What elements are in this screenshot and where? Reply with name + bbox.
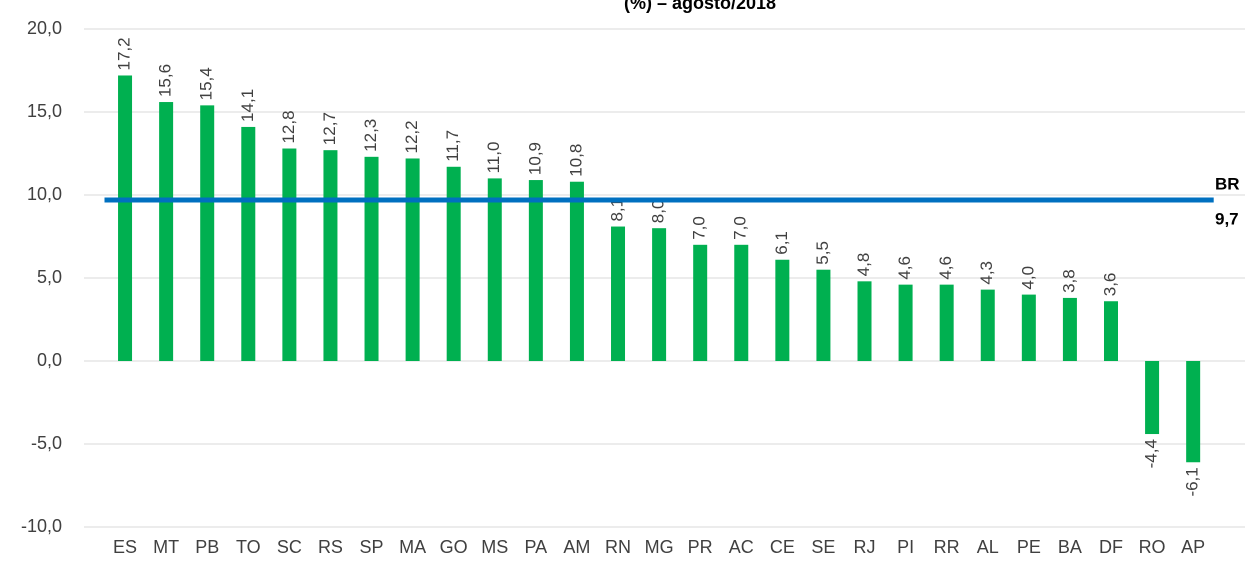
bar	[775, 259, 790, 361]
value-label: 14,1	[238, 89, 257, 122]
value-label: 11,7	[443, 130, 462, 162]
y-tick-label: 5,0	[37, 267, 62, 287]
bar	[487, 178, 502, 361]
bar	[528, 180, 543, 361]
value-label: 10,8	[566, 144, 585, 177]
x-tick-label: PA	[525, 537, 548, 557]
value-label: 12,3	[361, 119, 380, 152]
x-tick-label: DF	[1099, 537, 1123, 557]
reference-label: BR	[1215, 174, 1240, 193]
y-tick-label: 10,0	[27, 184, 62, 204]
value-label: 4,3	[977, 261, 996, 285]
value-label: 17,2	[115, 37, 134, 70]
bar	[446, 166, 461, 361]
bar	[405, 158, 420, 361]
x-tick-label: AC	[729, 537, 754, 557]
x-tick-label: RJ	[854, 537, 876, 557]
value-label: -4,4	[1142, 439, 1161, 468]
value-label: 7,0	[731, 216, 750, 240]
x-tick-label: PI	[897, 537, 914, 557]
value-label: 6,1	[772, 231, 791, 255]
value-label: 12,7	[320, 112, 339, 145]
value-label: 8,1	[608, 198, 627, 222]
x-tick-label: SP	[360, 537, 384, 557]
y-tick-label: 0,0	[37, 350, 62, 370]
x-tick-label: RN	[605, 537, 631, 557]
bar	[1021, 294, 1036, 361]
bar	[980, 289, 995, 361]
value-label: 15,6	[156, 64, 175, 97]
x-tick-label: SC	[277, 537, 302, 557]
x-tick-label: AP	[1181, 537, 1205, 557]
bar	[282, 148, 297, 361]
bar	[569, 181, 584, 361]
x-tick-label: RO	[1139, 537, 1166, 557]
x-tick-label: MG	[645, 537, 674, 557]
bar	[611, 226, 626, 361]
bar	[857, 281, 872, 361]
value-label: 7,0	[690, 216, 709, 240]
y-tick-label: -10,0	[21, 516, 62, 536]
x-tick-label: MS	[481, 537, 508, 557]
bar	[200, 105, 215, 361]
x-tick-label: CE	[770, 537, 795, 557]
x-tick-label: MT	[153, 537, 179, 557]
x-tick-label: SE	[811, 537, 835, 557]
value-label: 12,2	[402, 120, 421, 153]
x-tick-label: GO	[440, 537, 468, 557]
x-tick-label: RR	[934, 537, 960, 557]
bar	[1145, 361, 1160, 435]
bar	[1186, 361, 1201, 463]
bar	[241, 126, 256, 361]
y-tick-label: -5,0	[31, 433, 62, 453]
x-tick-label: RS	[318, 537, 343, 557]
value-label: 4,0	[1018, 266, 1037, 290]
bar	[816, 269, 831, 361]
bar	[652, 228, 667, 361]
y-tick-label: 15,0	[27, 101, 62, 121]
value-label: 3,8	[1059, 269, 1078, 293]
bar	[118, 75, 133, 361]
bar	[159, 102, 174, 361]
bar	[939, 284, 954, 361]
value-label: 11,0	[484, 142, 503, 174]
x-tick-label: ES	[113, 537, 137, 557]
chart-title: (%) – agosto/2018	[624, 0, 776, 13]
value-label: 12,8	[279, 110, 298, 143]
value-label: 5,5	[813, 241, 832, 265]
x-tick-label: PB	[195, 537, 219, 557]
y-tick-label: 20,0	[27, 18, 62, 38]
x-tick-label: AL	[977, 537, 999, 557]
bar	[1103, 301, 1118, 361]
value-label: 4,6	[895, 256, 914, 280]
reference-value-label: 9,7	[1215, 209, 1239, 228]
value-label: 15,4	[197, 67, 216, 100]
bar	[734, 244, 749, 361]
x-tick-label: PR	[688, 537, 713, 557]
value-label: 4,6	[936, 256, 955, 280]
bar	[1062, 297, 1077, 361]
value-label: 8,0	[649, 200, 668, 224]
bar	[364, 156, 379, 361]
x-tick-label: BA	[1058, 537, 1082, 557]
bar	[898, 284, 913, 361]
value-label: 4,8	[854, 253, 873, 277]
value-label: 10,9	[525, 142, 544, 175]
x-tick-label: AM	[563, 537, 590, 557]
x-tick-label: MA	[399, 537, 426, 557]
x-tick-label: TO	[236, 537, 261, 557]
bar	[693, 244, 708, 361]
value-label: 3,6	[1100, 273, 1119, 297]
x-tick-label: PE	[1017, 537, 1041, 557]
bar	[323, 150, 338, 361]
value-label: -6,1	[1183, 467, 1202, 496]
